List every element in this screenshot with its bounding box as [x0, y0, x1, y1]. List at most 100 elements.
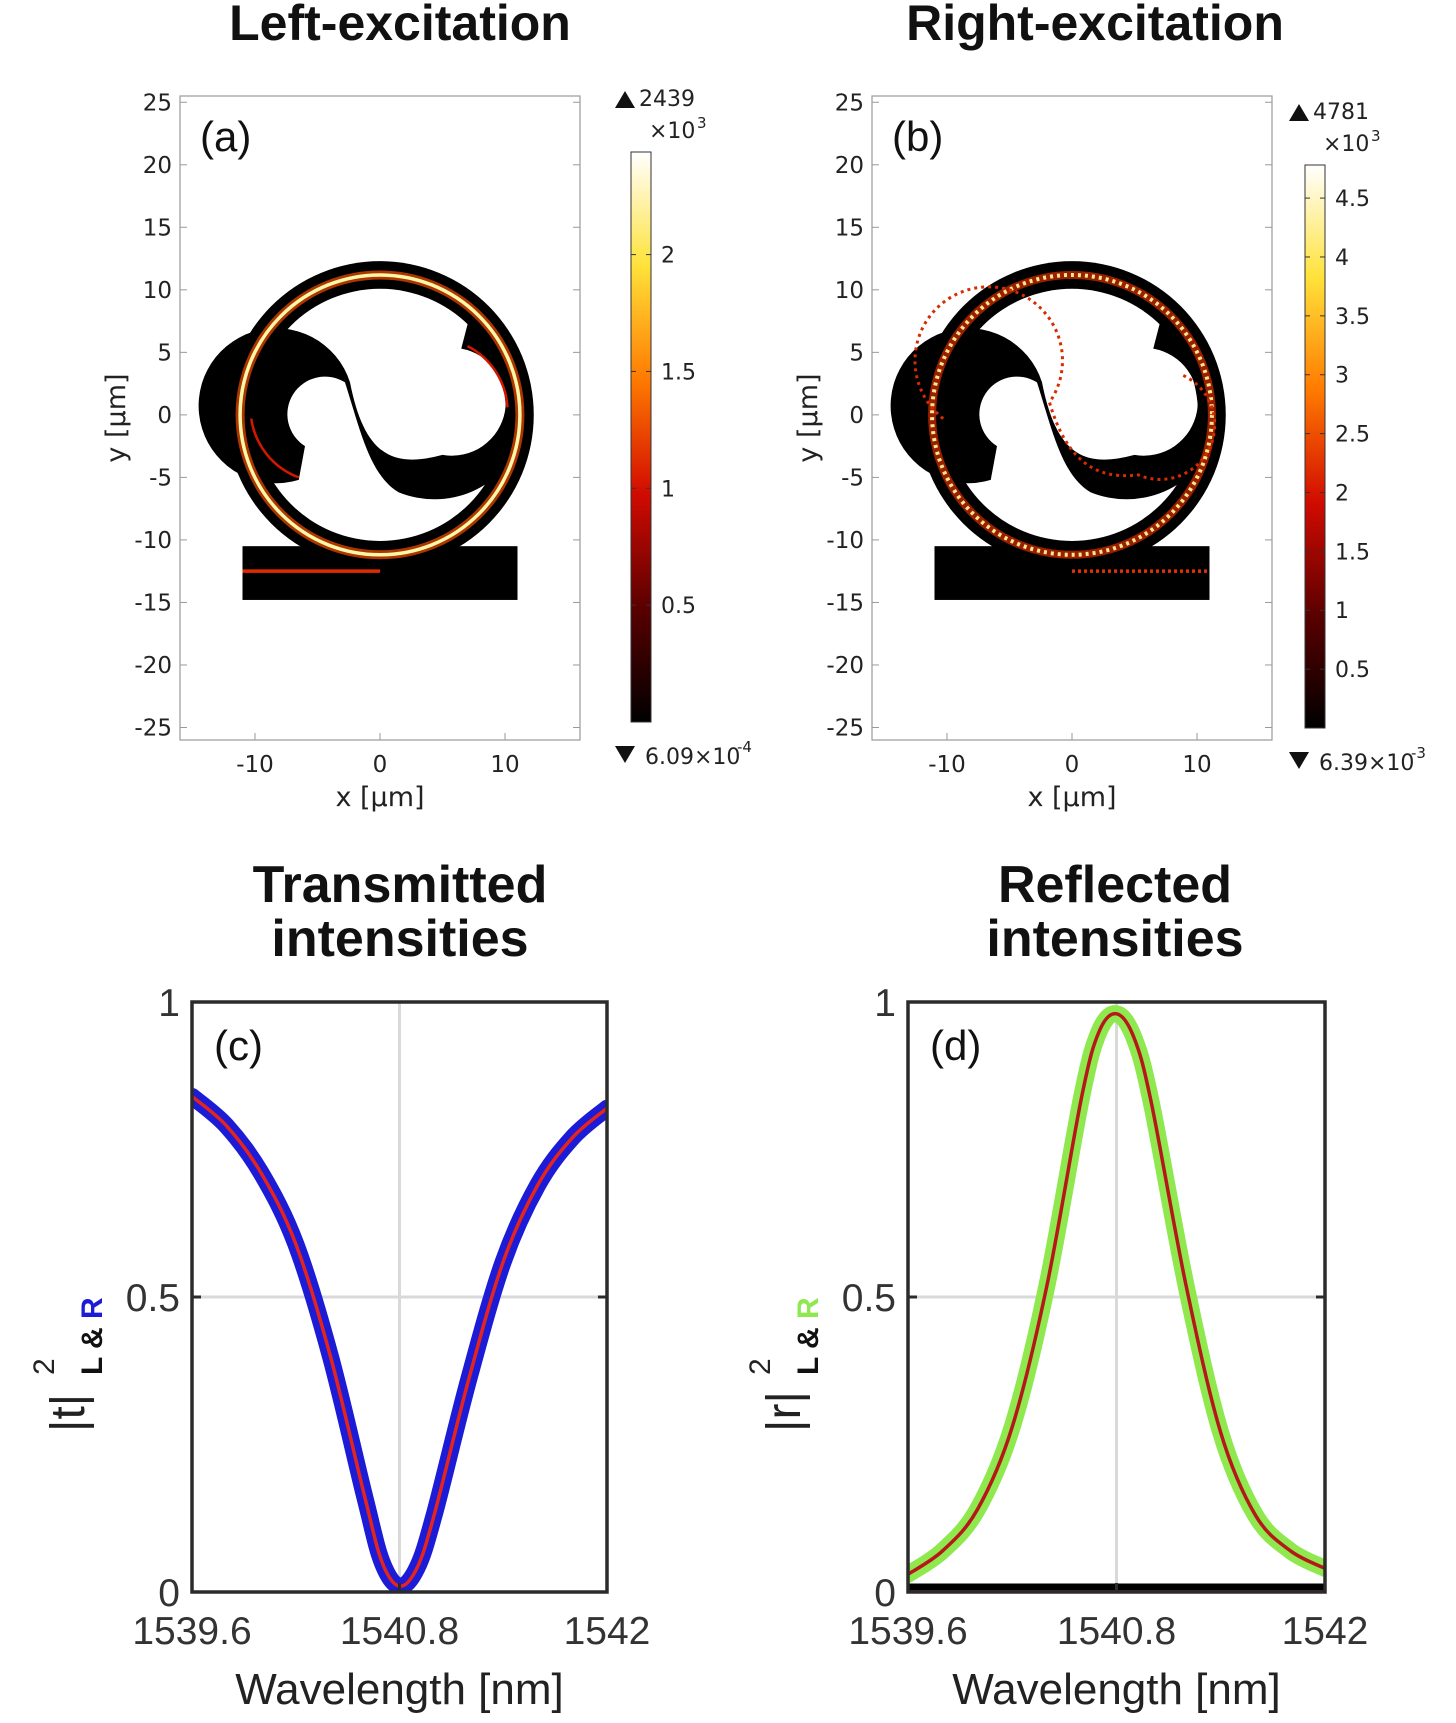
colorbar-tick-label: 3: [1335, 364, 1349, 389]
max-triangle-icon: [615, 91, 635, 108]
colorbar-tick-label: 1.5: [661, 360, 696, 385]
y-tick-label: 10: [835, 278, 864, 304]
y-label-superscript: 2: [744, 1358, 777, 1375]
panel-label: (d): [930, 1022, 981, 1069]
field-ring: [238, 273, 522, 557]
field-sbend: [466, 345, 509, 408]
y-label-subscript-R: R: [76, 1297, 109, 1319]
x-axis-label: x [µm]: [335, 782, 424, 813]
colorbar-tick-label: 1.5: [1335, 540, 1370, 565]
x-tick-label: 10: [1182, 752, 1211, 778]
field-ring: [930, 272, 1214, 557]
colorbar-scale-exponent: 3: [1371, 127, 1381, 145]
max-triangle-icon: [1289, 104, 1309, 121]
x-tick-label: 1540.8: [340, 1610, 459, 1653]
y-label-base: |t|: [42, 1394, 95, 1432]
y-tick-label: -15: [134, 590, 172, 616]
y-tick-label: -15: [826, 590, 864, 616]
series-line-theory: [908, 1011, 1325, 1576]
x-tick-label: 1542: [564, 1610, 651, 1653]
title-transmitted-line1: Transmitted: [252, 856, 548, 914]
colorbar-tick-label: 2: [661, 244, 675, 269]
y-tick-label: 15: [835, 215, 864, 241]
title-left-excitation: Left-excitation: [229, 0, 571, 51]
y-tick-label: 0.5: [842, 1277, 896, 1320]
colorbar-min-label: 6.09×10: [645, 745, 740, 770]
s-bend-waveguide: [890, 314, 1223, 500]
s-bend-waveguide: [198, 314, 531, 500]
colorbar-tick-label: 4.5: [1335, 187, 1370, 212]
y-tick-label: 5: [849, 340, 864, 366]
colorbar-min-exponent: -3: [1411, 744, 1426, 762]
colorbar-min-exponent: -4: [737, 738, 752, 756]
y-tick-label: 0: [874, 1572, 896, 1615]
y-label-subscript-amp: &: [792, 1327, 825, 1349]
y-tick-label: 25: [143, 90, 172, 116]
colorbar-tick-label: 0.5: [661, 594, 696, 619]
y-tick-label: -25: [826, 715, 864, 741]
y-tick-label: -20: [826, 653, 864, 679]
y-axis-label: |t| 2 L & R: [28, 1297, 109, 1432]
colorbar-tick-label: 1: [1335, 599, 1349, 624]
x-tick-label: 1539.6: [132, 1610, 251, 1653]
panel-label: (c): [214, 1022, 263, 1069]
y-label-subscript-amp: &: [76, 1327, 109, 1349]
x-tick-label: 1540.8: [1057, 1610, 1176, 1653]
colorbar-tick-label: 1: [661, 477, 675, 502]
y-tick-label: 10: [143, 278, 172, 304]
x-axis-label: x [µm]: [1027, 782, 1116, 813]
colorbar-tick-label: 0.5: [1335, 658, 1370, 683]
y-tick-label: 1: [158, 982, 180, 1025]
y-label-subscript-L: L: [76, 1357, 109, 1375]
y-tick-label: -10: [134, 528, 172, 554]
x-axis-label: Wavelength [nm]: [952, 1665, 1281, 1714]
panel-a: 25 20 15 10 5 0 -5 -10 -15 -20 -25 -10 0 10 x [µm] y [µ…: [101, 87, 752, 813]
title-reflected-line2: intensities: [986, 910, 1244, 968]
y-tick-label: 5: [157, 340, 172, 366]
y-tick-label: 0: [849, 403, 864, 429]
y-tick-label: 1: [874, 982, 896, 1025]
x-tick-label: 1542: [1282, 1610, 1369, 1653]
colorbar-tick-label: 2.5: [1335, 423, 1370, 448]
colorbar-tick-label: 2: [1335, 481, 1349, 506]
title-transmitted-intensities: Transmitted intensities: [170, 858, 630, 966]
y-label-superscript: 2: [28, 1358, 61, 1375]
min-triangle-icon: [615, 746, 635, 763]
x-tick-label: 0: [1065, 752, 1080, 778]
y-tick-label: 20: [143, 153, 172, 179]
colorbar-scale-label: ×10: [649, 119, 695, 144]
x-tick-label: -10: [928, 752, 966, 778]
colorbar-min-label: 6.39×10: [1319, 751, 1414, 776]
field-sbend: [250, 418, 300, 479]
y-tick-label: 0: [157, 403, 172, 429]
series-group: [908, 1005, 1325, 1592]
y-axis-label: y [µm]: [793, 373, 824, 462]
x-axis-label: Wavelength [nm]: [235, 1665, 564, 1714]
y-tick-label: 25: [835, 90, 864, 116]
colorbar-scale-label: ×10: [1323, 132, 1369, 157]
y-tick-label: -5: [149, 465, 172, 491]
y-axis-label: |r| 2 L & R: [744, 1297, 825, 1432]
y-axis-label: y [µm]: [101, 373, 132, 462]
colorbar-max-label: 4781: [1313, 100, 1369, 125]
title-transmitted-line2: intensities: [271, 910, 529, 968]
x-tick-label: 1539.6: [848, 1610, 967, 1653]
x-tick-label: -10: [236, 752, 274, 778]
colorbar: [1304, 164, 1326, 729]
colorbar-max-label: 2439: [639, 87, 695, 112]
y-tick-label: -5: [841, 465, 864, 491]
colorbar: [630, 151, 652, 723]
colorbar-tick-label: 4: [1335, 246, 1349, 271]
y-tick-label: 15: [143, 215, 172, 241]
y-tick-label: 20: [835, 153, 864, 179]
x-tick-label: 0: [373, 752, 388, 778]
y-tick-label: -25: [134, 715, 172, 741]
title-reflected-line1: Reflected: [997, 856, 1233, 914]
y-tick-label: 0: [158, 1572, 180, 1615]
y-label-subscript-R: R: [792, 1297, 825, 1319]
y-tick-label: 0.5: [126, 1277, 180, 1320]
panel-label: (b): [892, 113, 943, 160]
colorbar-scale-exponent: 3: [697, 114, 707, 132]
